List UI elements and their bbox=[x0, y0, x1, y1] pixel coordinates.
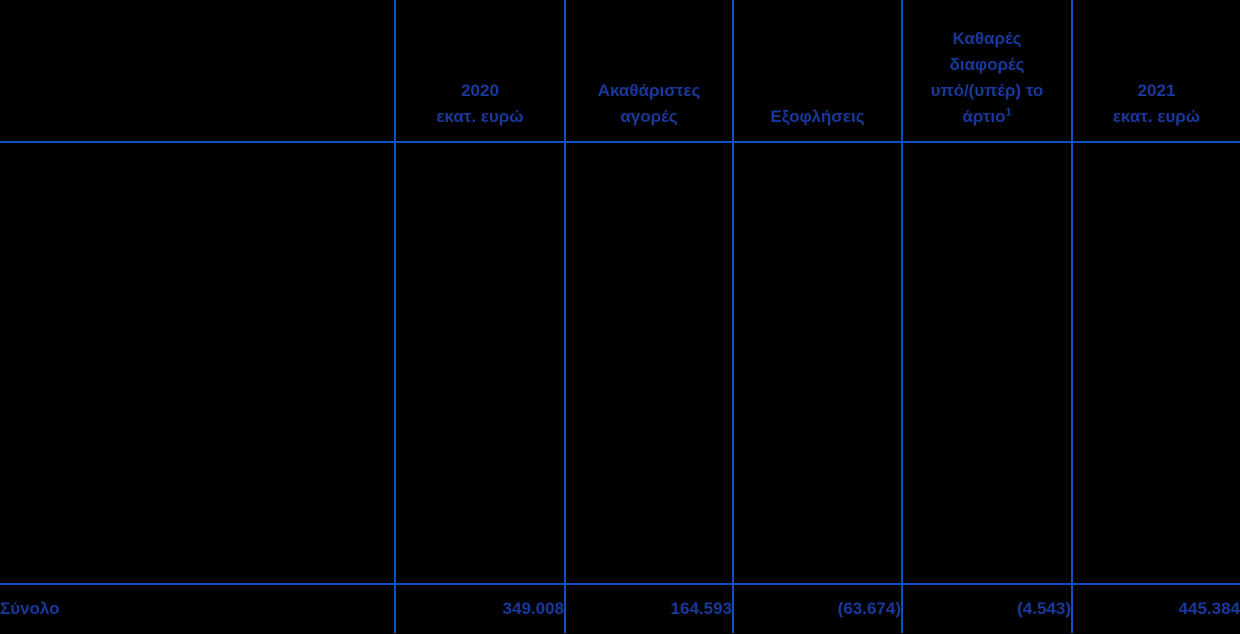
total-row: Σύνολο 349.008 164.593 (63.674) (4.543) … bbox=[0, 584, 1240, 633]
header-line: εκατ. ευρώ bbox=[1112, 107, 1201, 126]
header-line: διαφορές bbox=[949, 55, 1025, 74]
header-line: Εξοφλήσεις bbox=[770, 107, 865, 126]
total-value-2021: 445.384 bbox=[1071, 584, 1240, 633]
header-cell-redemptions: Εξοφλήσεις bbox=[732, 0, 902, 143]
header-cell-2021: 2021 εκατ. ευρώ bbox=[1071, 0, 1240, 143]
header-line: εκατ. ευρώ bbox=[436, 107, 524, 126]
header-cell-2020: 2020 εκατ. ευρώ bbox=[394, 0, 565, 143]
header-line-with-footnote: άρτιο1 bbox=[904, 104, 1071, 130]
total-value-net-differences: (4.543) bbox=[901, 584, 1072, 633]
body-cell-empty bbox=[901, 142, 1072, 585]
header-line: Ακαθάριστες bbox=[597, 81, 701, 100]
body-cell-empty bbox=[732, 142, 902, 585]
header-line: 2020 bbox=[461, 81, 499, 100]
body-cell-empty bbox=[0, 142, 395, 585]
body-cell-empty bbox=[1071, 142, 1240, 585]
total-label: Σύνολο bbox=[0, 599, 60, 618]
header-line: 2021 bbox=[1137, 81, 1176, 100]
total-value-redemptions: (63.674) bbox=[732, 584, 902, 633]
total-value-2020: 349.008 bbox=[394, 584, 565, 633]
header-line: άρτιο bbox=[962, 107, 1006, 126]
header-row: 2020 εκατ. ευρώ Ακαθάριστες αγορές Εξοφλ… bbox=[0, 0, 1240, 143]
header-line: αγορές bbox=[620, 107, 678, 126]
header-cell-gross-purchases: Ακαθάριστες αγορές bbox=[564, 0, 733, 143]
header-line: Καθαρές bbox=[952, 29, 1022, 48]
header-cell-net-differences: Καθαρές διαφορές υπό/(υπέρ) το άρτιο1 bbox=[901, 0, 1072, 143]
body-cell-empty bbox=[394, 142, 565, 585]
body-cell-empty bbox=[564, 142, 733, 585]
header-cell-empty bbox=[0, 0, 395, 143]
table-body-empty-row bbox=[0, 142, 1240, 585]
header-line: υπό/(υπέρ) το bbox=[930, 81, 1044, 100]
total-value-gross-purchases: 164.593 bbox=[564, 584, 733, 633]
footnote-marker: 1 bbox=[1005, 106, 1012, 119]
